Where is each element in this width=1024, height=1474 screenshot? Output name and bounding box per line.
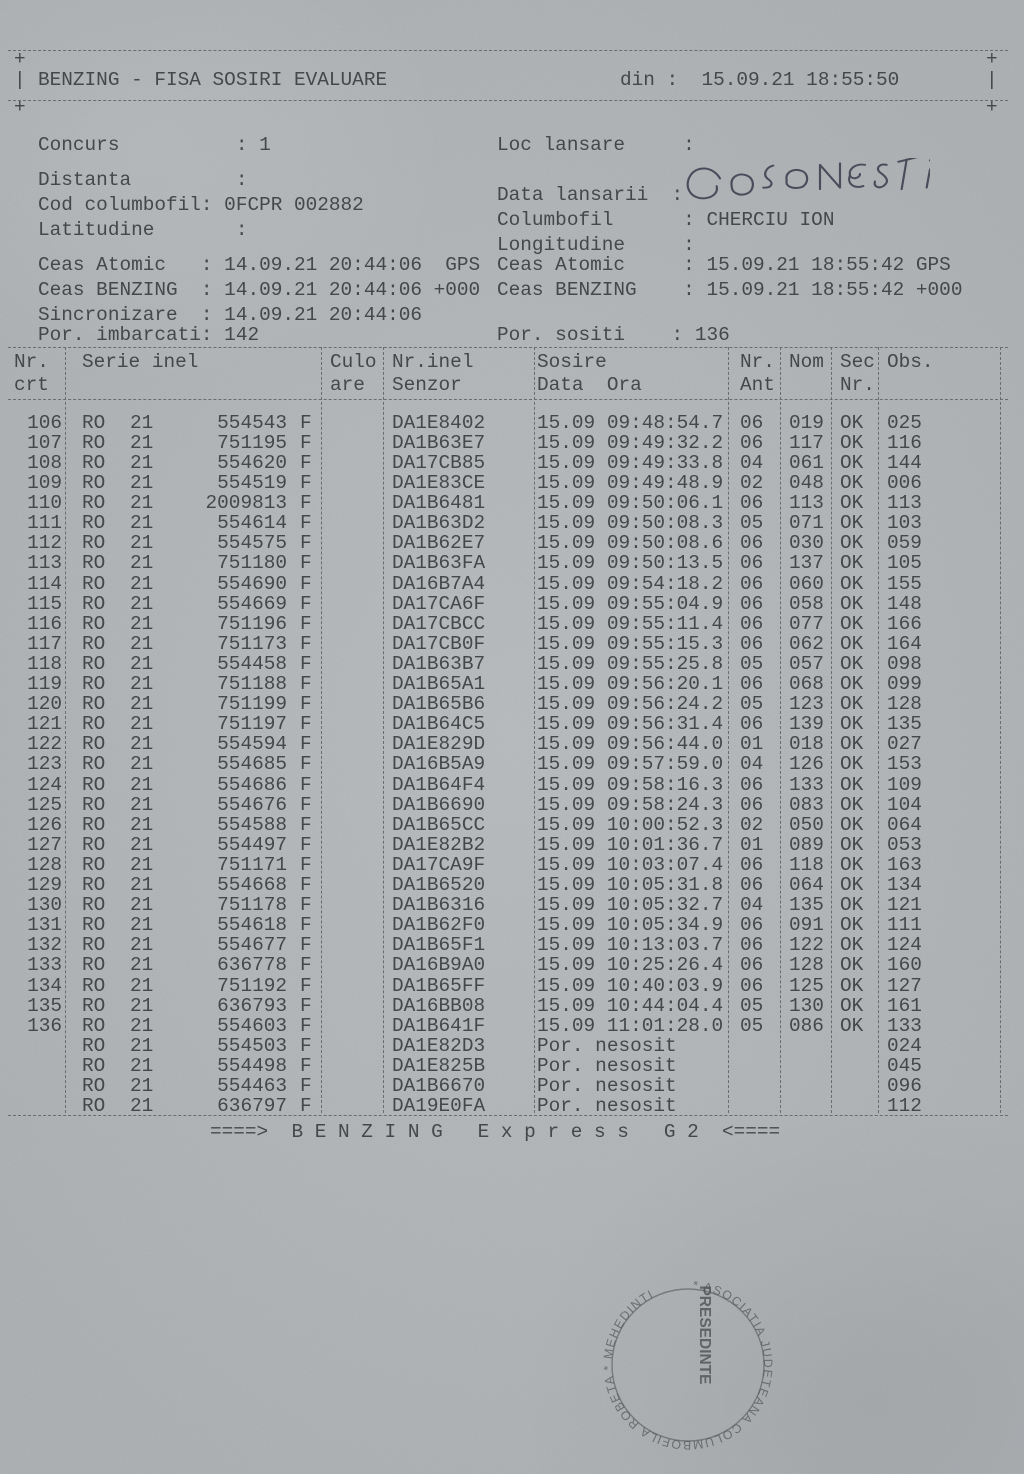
svg-text:PRESEDINTE: PRESEDINTE	[696, 1285, 713, 1384]
svg-text:* ASOCIATIA JUDETEANA COLUMBOF: * ASOCIATIA JUDETEANA COLUMBOFILA ROBETA…	[601, 1278, 775, 1452]
